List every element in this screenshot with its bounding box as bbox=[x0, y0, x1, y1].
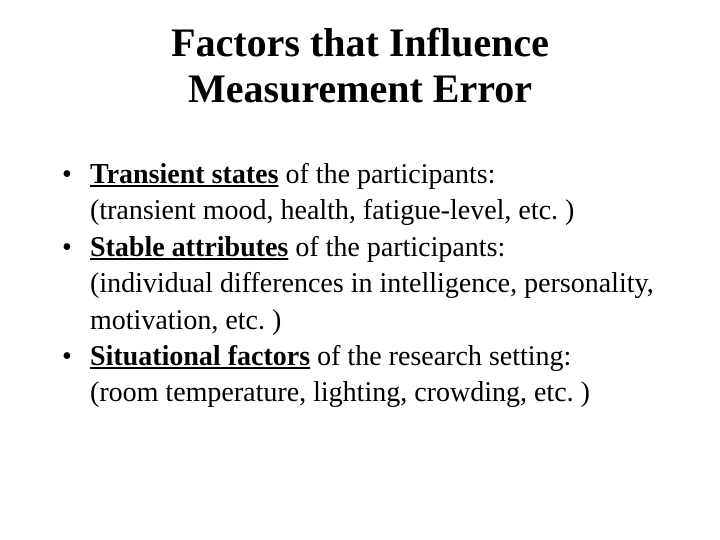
bullet-list: Transient states of the participants: (t… bbox=[62, 157, 670, 412]
list-item-tail: of the research setting: bbox=[310, 341, 571, 372]
list-item-detail: (individual differences in intelligence,… bbox=[62, 266, 670, 339]
list-item-tail: of the participants: bbox=[288, 232, 505, 263]
list-item-tail: of the participants: bbox=[278, 159, 495, 190]
slide-title: Factors that Influence Measurement Error bbox=[50, 20, 670, 112]
list-item-term: Stable attributes bbox=[90, 232, 288, 263]
list-item: Stable attributes of the participants: bbox=[62, 230, 670, 266]
slide: Factors that Influence Measurement Error… bbox=[0, 0, 720, 540]
list-item: Situational factors of the research sett… bbox=[62, 339, 670, 375]
list-item-detail: (room temperature, lighting, crowding, e… bbox=[62, 375, 670, 411]
list-item-term: Situational factors bbox=[90, 341, 310, 372]
title-line-2: Measurement Error bbox=[188, 66, 532, 111]
list-item: Transient states of the participants: bbox=[62, 157, 670, 193]
list-item-term: Transient states bbox=[90, 159, 278, 190]
list-item-detail: (transient mood, health, fatigue-level, … bbox=[62, 193, 670, 229]
title-line-1: Factors that Influence bbox=[171, 20, 549, 65]
